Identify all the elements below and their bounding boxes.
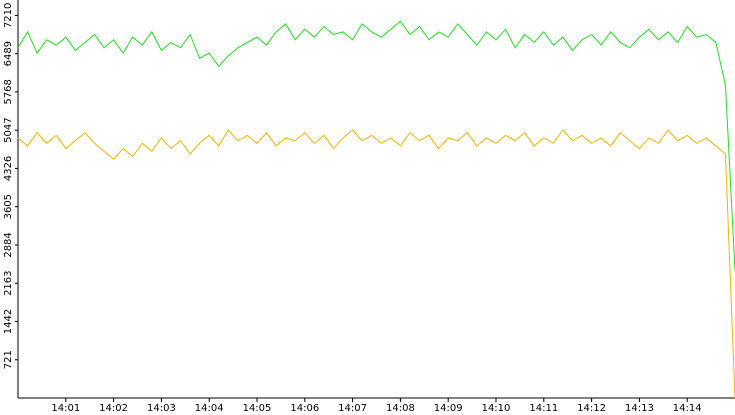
y-tick-label: 721	[3, 350, 14, 369]
y-tick-label: 2884	[3, 232, 14, 257]
x-tick-label: 14:13	[625, 403, 654, 414]
x-tick-label: 14:08	[386, 403, 415, 414]
x-tick-label: 14:11	[529, 403, 558, 414]
y-tick-label: 6489	[3, 41, 14, 66]
x-tick-label: 14:05	[243, 403, 272, 414]
x-tick-label: 14:02	[99, 403, 128, 414]
y-tick-label: 4326	[3, 156, 14, 181]
x-tick-label: 14:07	[338, 403, 367, 414]
y-tick-label: 5047	[3, 117, 14, 142]
y-tick-label: 2163	[3, 270, 14, 295]
x-tick-label: 14:09	[434, 403, 463, 414]
x-tick-label: 14:01	[51, 403, 80, 414]
x-tick-label: 14:04	[195, 403, 224, 414]
y-tick-label: 1442	[3, 309, 14, 334]
y-tick-label: 3605	[3, 194, 14, 219]
x-tick-label: 14:06	[290, 403, 319, 414]
y-tick-label: 7210	[3, 3, 14, 28]
x-tick-label: 14:10	[482, 403, 511, 414]
series-line	[17, 129, 735, 399]
x-tick-label: 14:12	[577, 403, 606, 414]
y-tick-label: 5768	[3, 79, 14, 104]
series-line	[17, 20, 735, 271]
x-tick-label: 14:14	[673, 403, 702, 414]
x-tick-label: 14:03	[147, 403, 176, 414]
